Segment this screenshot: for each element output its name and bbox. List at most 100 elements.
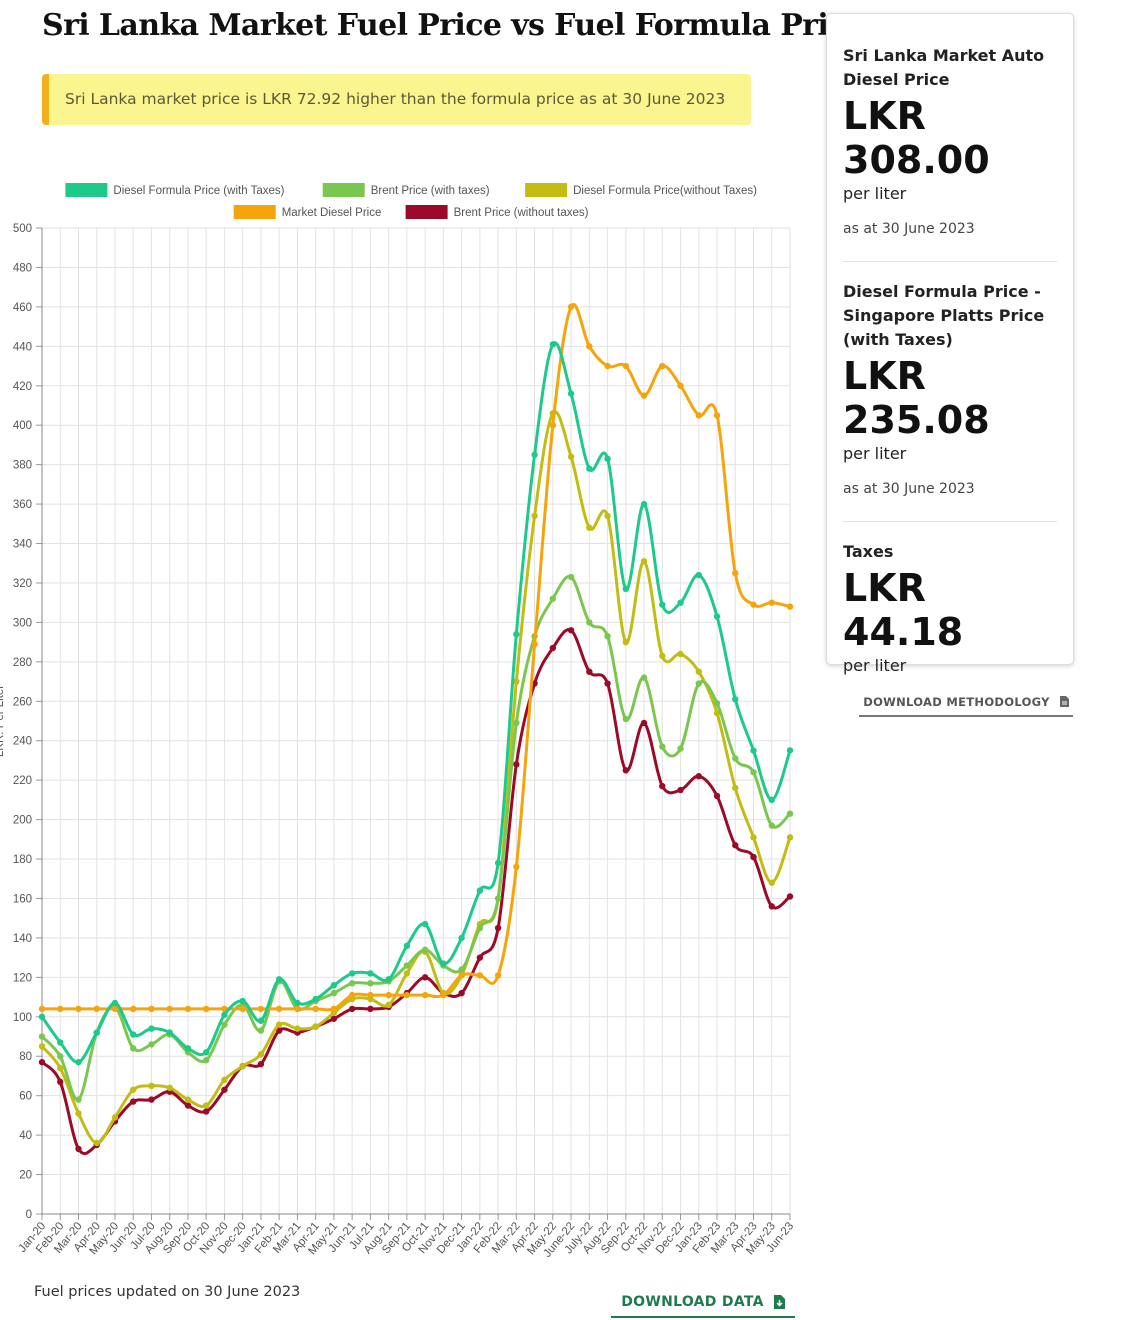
data-point: [312, 1023, 319, 1030]
data-point: [330, 1005, 338, 1013]
data-point: [38, 1013, 46, 1020]
legend-item[interactable]: Market Diesel Price: [233, 205, 382, 219]
data-point: [640, 674, 648, 681]
data-point: [586, 619, 593, 626]
data-point: [713, 412, 721, 419]
data-point: [38, 1005, 46, 1013]
legend-item[interactable]: Diesel Formula Price(without Taxes): [525, 183, 757, 197]
data-point: [330, 1015, 338, 1022]
y-tick-label: 260: [13, 696, 32, 708]
y-tick-label: 0: [26, 1209, 32, 1221]
formula-price-date: as at 30 June 2023: [843, 481, 975, 497]
data-point: [567, 627, 575, 634]
data-point: [732, 842, 739, 849]
y-tick-label: 200: [13, 815, 32, 827]
y-tick-label: 220: [13, 775, 32, 787]
formula-price-section: Diesel Formula Price - Singapore Platts …: [843, 280, 1057, 522]
data-point: [604, 512, 611, 520]
data-point: [75, 1005, 82, 1013]
data-point: [458, 966, 465, 973]
y-tick-label: 160: [13, 893, 32, 905]
data-point: [677, 786, 684, 794]
data-point: [549, 595, 557, 602]
data-point: [403, 970, 411, 977]
data-point: [476, 954, 484, 961]
download-methodology-label: DOWNLOAD METHODOLOGY: [863, 694, 1050, 709]
series-group: [38, 302, 794, 1013]
data-point: [348, 1005, 356, 1013]
y-tick-label: 340: [13, 539, 32, 551]
y-tick-label: 100: [13, 1012, 32, 1024]
data-point: [659, 601, 666, 608]
y-tick-label: 280: [13, 657, 32, 669]
data-point: [604, 362, 611, 370]
data-point: [768, 822, 775, 829]
data-point: [677, 745, 684, 752]
legend-item[interactable]: Brent Price (with taxes): [322, 183, 490, 197]
data-point: [257, 1005, 265, 1013]
data-point: [385, 976, 392, 983]
data-point: [476, 924, 484, 932]
data-point: [367, 991, 374, 999]
data-point: [713, 700, 721, 707]
data-point: [294, 1005, 301, 1013]
data-point: [130, 1045, 137, 1052]
legend-item[interactable]: Diesel Formula Price (with Taxes): [65, 183, 285, 197]
data-point: [257, 1027, 265, 1034]
data-point: [567, 303, 575, 311]
data-point: [294, 999, 301, 1007]
y-tick-label: 60: [19, 1091, 32, 1103]
data-point: [239, 1005, 246, 1013]
data-point: [367, 980, 374, 987]
formula-price-value: LKR 235.08: [843, 354, 1057, 442]
data-point: [494, 924, 502, 932]
taxes-label: Taxes: [843, 542, 894, 561]
data-point: [604, 633, 611, 640]
data-point: [130, 1031, 137, 1038]
data-point: [622, 638, 630, 646]
data-point: [421, 946, 429, 953]
data-point: [312, 995, 319, 1003]
data-point: [659, 362, 666, 370]
download-methodology-button[interactable]: DOWNLOAD METHODOLOGY: [859, 688, 1073, 717]
data-point: [458, 972, 465, 979]
y-tick-label: 120: [13, 972, 32, 984]
data-point: [166, 1005, 173, 1013]
data-point: [695, 412, 702, 419]
taxes-section: Taxes LKR 44.18 per liter: [843, 540, 1057, 699]
data-point: [513, 863, 520, 871]
y-axis-title: LKR. Per Liter: [0, 685, 6, 757]
data-point: [622, 767, 630, 774]
download-data-button[interactable]: DOWNLOAD DATA: [611, 1288, 795, 1318]
market-price-value: LKR 308.00: [843, 94, 1057, 182]
y-tick-label: 360: [13, 499, 32, 511]
data-point: [130, 1098, 137, 1105]
data-point: [786, 603, 794, 610]
data-point: [130, 1005, 137, 1013]
data-point: [659, 743, 666, 750]
data-point: [494, 972, 502, 979]
legend-item[interactable]: Brent Price (without taxes): [405, 205, 589, 219]
data-point: [640, 558, 648, 565]
data-point: [513, 678, 520, 685]
y-tick-label: 40: [19, 1130, 32, 1142]
data-point: [111, 1114, 119, 1121]
data-point: [440, 991, 447, 999]
data-point: [294, 1025, 301, 1032]
data-point: [385, 991, 392, 999]
data-point: [531, 512, 538, 520]
data-point: [640, 392, 648, 399]
data-point: [330, 982, 338, 989]
data-point: [713, 613, 721, 620]
data-point: [148, 1096, 155, 1103]
data-point: [549, 341, 557, 348]
y-tick-label: 480: [13, 262, 32, 274]
data-point: [768, 903, 775, 910]
data-point: [57, 1078, 64, 1086]
data-point: [713, 792, 721, 800]
data-point: [513, 761, 520, 768]
data-point: [786, 747, 794, 754]
data-point: [567, 573, 575, 581]
data-point: [130, 1086, 137, 1093]
series-line: [40, 302, 792, 1012]
